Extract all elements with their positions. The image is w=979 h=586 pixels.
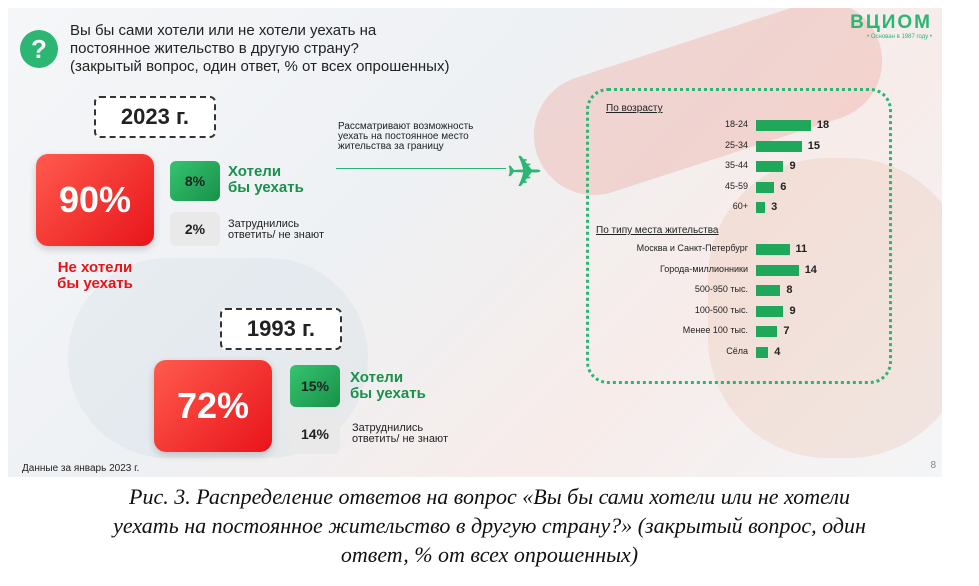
want-label-1993: Хотели бы уехать xyxy=(350,370,426,402)
want-value-2023: 8% xyxy=(170,161,220,201)
question-line: Вы бы сами хотели или не хотели уехать н… xyxy=(70,22,377,39)
footnote: Данные за январь 2023 г. xyxy=(22,463,140,474)
bar-category-label: Менее 100 тыс. xyxy=(682,325,748,335)
bar xyxy=(756,326,778,337)
bar-value-label: 6 xyxy=(780,180,787,193)
bar-value-label: 7 xyxy=(783,325,790,337)
not-want-label-2023: Не хотели бы уехать xyxy=(34,260,156,292)
bar-category-label: 45-59 xyxy=(724,180,748,191)
bar-value-label: 18 xyxy=(816,119,830,131)
question-icon: ? xyxy=(20,30,58,68)
bar-value-label: 8 xyxy=(786,284,793,296)
consider-line: жительства за границу xyxy=(338,141,444,152)
figure-caption: Рис. 3. Распределение ответов на вопрос … xyxy=(0,482,979,569)
difficult-label-2023: Затруднились ответить/ не знают xyxy=(228,219,324,241)
year-label-2023: 2023 г. xyxy=(94,96,216,138)
brand-logo: ВЦИОМ • Основан в 1987 году • xyxy=(850,12,932,40)
background-decoration xyxy=(708,158,942,458)
bar xyxy=(756,244,790,255)
caption-line: Рис. 3. Распределение ответов на вопрос … xyxy=(129,484,850,509)
not-want-label-line: бы уехать xyxy=(57,275,133,292)
difficult-label-line: Затруднились xyxy=(352,422,424,434)
bar-value-label: 15 xyxy=(807,139,820,152)
bar-group-title: По возрасту xyxy=(606,103,663,114)
bar-value-label: 3 xyxy=(771,201,778,213)
bar-category-label: 60+ xyxy=(732,201,748,211)
difficult-label-line: Затруднились xyxy=(228,218,300,230)
difficult-label-line: ответить/ не знают xyxy=(352,433,448,445)
bar-category-label: 25-34 xyxy=(724,139,748,150)
not-want-label-line: Не хотели xyxy=(57,259,133,276)
bar xyxy=(756,140,802,152)
want-label-2023: Хотели бы уехать xyxy=(228,164,304,196)
bar-value-label: 11 xyxy=(795,243,808,255)
caption-line: ответ, % от всех опрошенных) xyxy=(340,542,639,567)
bar xyxy=(756,285,781,296)
not-want-value-2023: 90% xyxy=(36,154,154,246)
bar xyxy=(756,120,811,131)
bar-category-label: Города-миллионники xyxy=(659,263,748,274)
bar-category-label: Сёла xyxy=(726,345,748,356)
bar xyxy=(756,202,766,213)
bar-value-label: 4 xyxy=(774,345,781,358)
bar-value-label: 14 xyxy=(804,263,817,276)
bar-value-label: 9 xyxy=(789,304,796,317)
want-value-1993: 15% xyxy=(290,365,340,407)
connector-line xyxy=(336,168,506,169)
bar-group-title: По типу места жительства xyxy=(596,225,719,236)
question-text: Вы бы сами хотели или не хотели уехать н… xyxy=(70,22,530,76)
difficult-value-1993: 14% xyxy=(290,414,340,454)
page-number: 8 xyxy=(930,460,936,471)
brand-name: ВЦИОМ xyxy=(850,12,932,33)
question-line: (закрытый вопрос, один ответ, % от всех … xyxy=(70,58,450,75)
consider-text: Рассматривают возможность уехать на пост… xyxy=(338,122,513,152)
question-line: постоянное жительство в другую страну? xyxy=(70,40,359,57)
want-label-line: бы уехать xyxy=(350,385,426,402)
bar-value-label: 9 xyxy=(789,160,796,172)
not-want-value-1993: 72% xyxy=(154,360,272,452)
breakdown-panel xyxy=(586,88,892,384)
consider-line: Рассматривают возможность xyxy=(338,121,474,132)
consider-line: уехать на постоянное место xyxy=(338,131,469,142)
bar xyxy=(756,161,784,172)
bar xyxy=(756,305,784,317)
bar xyxy=(756,181,775,193)
bar xyxy=(756,346,769,358)
bar-category-label: 100-500 тыс. xyxy=(694,304,748,315)
caption-line: уехать на постоянное жительство в другую… xyxy=(113,513,866,538)
bar-category-label: 18-24 xyxy=(724,119,748,129)
want-label-line: бы уехать xyxy=(228,179,304,196)
difficult-value-2023: 2% xyxy=(170,212,220,246)
difficult-label-line: ответить/ не знают xyxy=(228,229,324,241)
brand-subtitle: • Основан в 1987 году • xyxy=(867,34,932,40)
bar-category-label: 35-44 xyxy=(724,160,748,170)
bar-category-label: 500-950 тыс. xyxy=(694,284,748,294)
bar xyxy=(756,264,799,276)
bar-category-label: Москва и Санкт-Петербург xyxy=(636,243,748,253)
want-label-line: Хотели xyxy=(350,369,404,386)
difficult-label-1993: Затруднились ответить/ не знают xyxy=(352,423,448,445)
want-label-line: Хотели xyxy=(228,163,282,180)
slide: ? Вы бы сами хотели или не хотели уехать… xyxy=(8,8,942,477)
year-label-1993: 1993 г. xyxy=(220,308,342,350)
airplane-icon: ✈ xyxy=(506,148,543,197)
